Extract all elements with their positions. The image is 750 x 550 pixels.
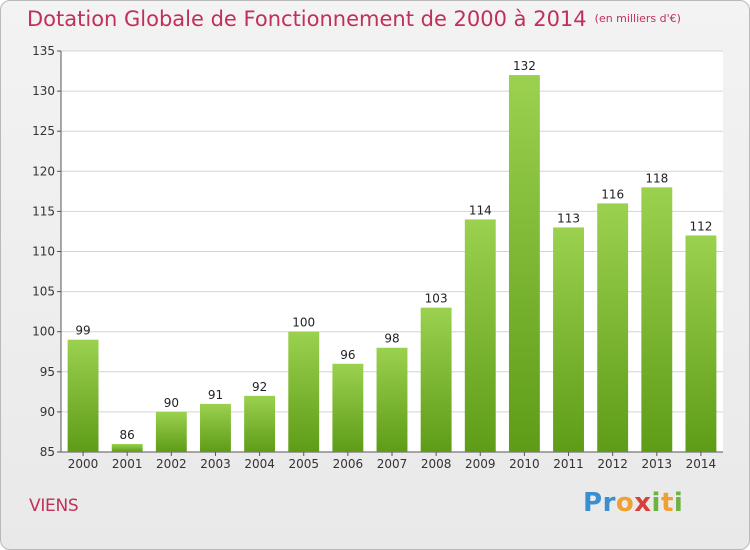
logo-letter: r (602, 488, 616, 518)
y-tick-label: 95 (40, 365, 55, 379)
bar-value-label: 113 (557, 211, 580, 225)
y-tick-label: 105 (32, 285, 55, 299)
x-tick-label: 2008 (421, 457, 452, 471)
bar-2006 (332, 363, 364, 452)
x-tick-label: 2005 (288, 457, 319, 471)
bar-value-label: 99 (75, 324, 90, 338)
chart-title: Dotation Globale de Fonctionnement de 20… (27, 7, 681, 31)
bar-value-label: 103 (425, 292, 448, 306)
bar-value-label: 112 (689, 219, 712, 233)
bar-2011 (553, 227, 584, 452)
x-tick-label: 2010 (509, 457, 540, 471)
y-tick-label: 115 (32, 204, 55, 218)
chart-title-text: Dotation Globale de Fonctionnement de 20… (27, 7, 587, 31)
y-tick-label: 120 (32, 164, 55, 178)
town-name: VIENS (29, 496, 79, 516)
x-tick-label: 2000 (68, 457, 99, 471)
bar-2001 (111, 443, 143, 452)
x-tick-label: 2014 (686, 457, 717, 471)
bar-2012 (597, 203, 629, 452)
y-tick-label: 135 (32, 44, 55, 58)
bar-value-label: 114 (469, 203, 492, 217)
y-tick-label: 90 (40, 405, 55, 419)
bar-2008 (420, 307, 452, 452)
bar-value-label: 90 (164, 396, 179, 410)
x-tick-label: 2006 (333, 457, 364, 471)
bar-2014 (685, 235, 717, 452)
logo-letter: x (634, 488, 652, 518)
bar-2013 (641, 187, 673, 452)
x-tick-label: 2004 (244, 457, 275, 471)
y-tick-label: 100 (32, 325, 55, 339)
bar-value-label: 116 (601, 187, 624, 201)
bar-2000 (67, 339, 99, 452)
bar-value-label: 91 (208, 388, 223, 402)
y-tick-label: 110 (32, 245, 55, 259)
bar-value-label: 96 (340, 348, 355, 362)
x-tick-label: 2007 (377, 457, 408, 471)
logo-letter: i (673, 488, 684, 518)
bar-value-label: 98 (384, 332, 399, 346)
chart-unit: (en milliers d'€) (594, 12, 681, 25)
bar-value-label: 92 (252, 380, 267, 394)
y-tick-label: 85 (40, 445, 55, 459)
bar-2009 (464, 219, 496, 452)
bar-2007 (376, 347, 408, 452)
x-tick-label: 2003 (200, 457, 231, 471)
bar-value-label: 132 (513, 59, 536, 73)
x-tick-label: 2013 (642, 457, 673, 471)
logo-letter: i (651, 488, 661, 518)
bar-value-label: 86 (120, 428, 135, 442)
bar-2005 (288, 331, 320, 452)
proxiti-logo: Proxiti (583, 488, 683, 518)
bar-value-label: 100 (292, 316, 315, 330)
x-tick-label: 2002 (156, 457, 187, 471)
bar-value-label: 118 (645, 171, 668, 185)
logo-letter: t (660, 488, 674, 518)
logo-letter: o (615, 488, 635, 518)
logo-letter: P (583, 488, 603, 518)
x-tick-label: 2009 (465, 457, 496, 471)
bar-2002 (155, 411, 187, 452)
x-tick-label: 2011 (553, 457, 584, 471)
bar-2004 (244, 395, 276, 452)
y-tick-label: 125 (32, 124, 55, 138)
bar-2010 (508, 75, 540, 452)
x-tick-label: 2012 (597, 457, 628, 471)
x-tick-label: 2001 (112, 457, 143, 471)
bar-2003 (200, 403, 231, 452)
y-tick-label: 130 (32, 84, 55, 98)
